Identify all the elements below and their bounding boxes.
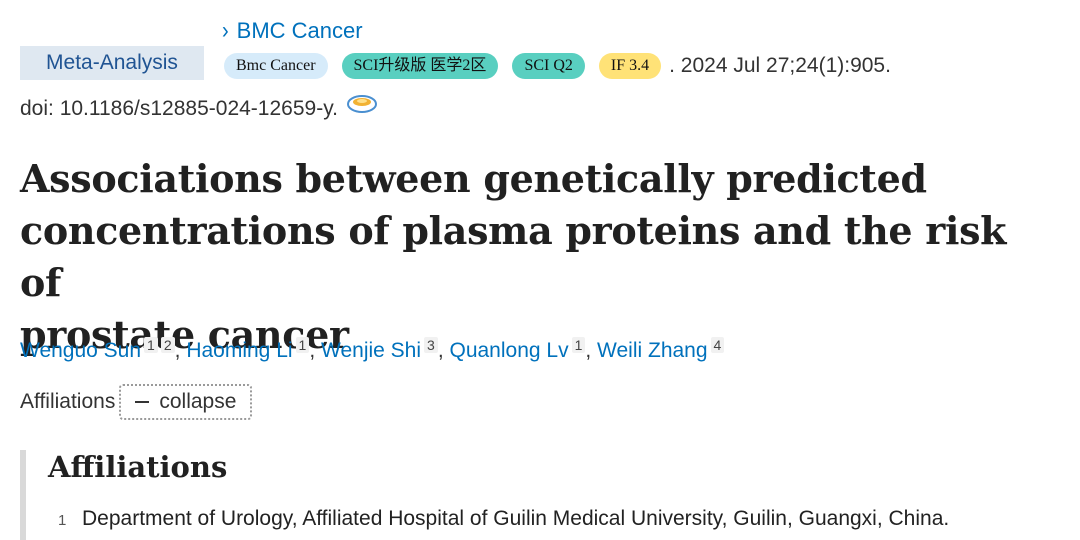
affiliations-label: Affiliations (20, 390, 116, 413)
affiliation-ref[interactable]: 1 (571, 337, 586, 353)
title-line: concentrations of plasma proteins and th… (20, 208, 1007, 305)
sci-quartile-badge: SCI Q2 (512, 53, 585, 79)
affiliation-item: 1 Department of Urology, Affiliated Hosp… (58, 507, 949, 531)
chevron-right-icon: › (222, 17, 229, 44)
journal-link[interactable]: › BMC Cancer (222, 17, 363, 44)
doi-text: doi: 10.1186/s12885-024-12659-y. (20, 97, 338, 120)
author-link[interactable]: Haoming Li (186, 339, 293, 362)
author-link[interactable]: Wenjie Shi (321, 339, 422, 362)
affiliations-section: Affiliations 1 Department of Urology, Af… (20, 450, 1066, 540)
affiliation-ref[interactable]: 4 (710, 337, 725, 353)
affiliation-text: Department of Urology, Affiliated Hospit… (82, 507, 950, 530)
sci-partition-badge: SCI升级版 医学2区 (341, 53, 499, 79)
author-link[interactable]: Wenguo Sun (20, 339, 142, 362)
article-title: Associations between genetically predict… (20, 153, 1060, 361)
author-link[interactable]: Weili Zhang (597, 339, 708, 362)
impact-factor-badge: IF 3.4 (598, 53, 662, 79)
journal-abbrev-badge: Bmc Cancer (224, 53, 328, 79)
title-line: prostate cancer (20, 312, 349, 357)
collapse-label: collapse (159, 390, 237, 413)
collapse-affiliations-button[interactable]: collapse (119, 384, 253, 420)
article-type-badge: Meta-Analysis (20, 46, 204, 80)
affiliation-ref[interactable]: 2 (160, 337, 175, 353)
author-separator: , (309, 339, 322, 362)
affiliation-ref[interactable]: 1 (144, 337, 158, 353)
minus-icon (135, 401, 150, 403)
author-separator: , (585, 339, 598, 362)
citation-tool-icon[interactable] (346, 93, 378, 115)
title-line: Associations between genetically predict… (20, 156, 927, 201)
author-separator: , (437, 339, 450, 362)
affiliation-ref[interactable]: 3 (424, 337, 438, 353)
author-separator: , (174, 339, 187, 362)
affiliations-heading: Affiliations (48, 450, 228, 484)
citation-date: . 2024 Jul 27;24(1):905. (669, 54, 891, 77)
journal-name: BMC Cancer (236, 18, 363, 43)
journal-metrics-badges: Bmc Cancer SCI升级版 医学2区 SCI Q2 IF 3.4 . 2… (224, 53, 891, 79)
author-link[interactable]: Quanlong Lv (449, 339, 569, 362)
author-list: Wenguo Sun 1 2, Haoming Li 1, Wenjie Shi 3, … (20, 337, 725, 363)
affiliation-number: 1 (58, 512, 67, 529)
affiliations-toggle-row: Affiliations collapse (20, 384, 253, 420)
affiliation-ref[interactable]: 1 (295, 337, 310, 353)
doi-row: doi: 10.1186/s12885-024-12659-y. (20, 95, 378, 121)
